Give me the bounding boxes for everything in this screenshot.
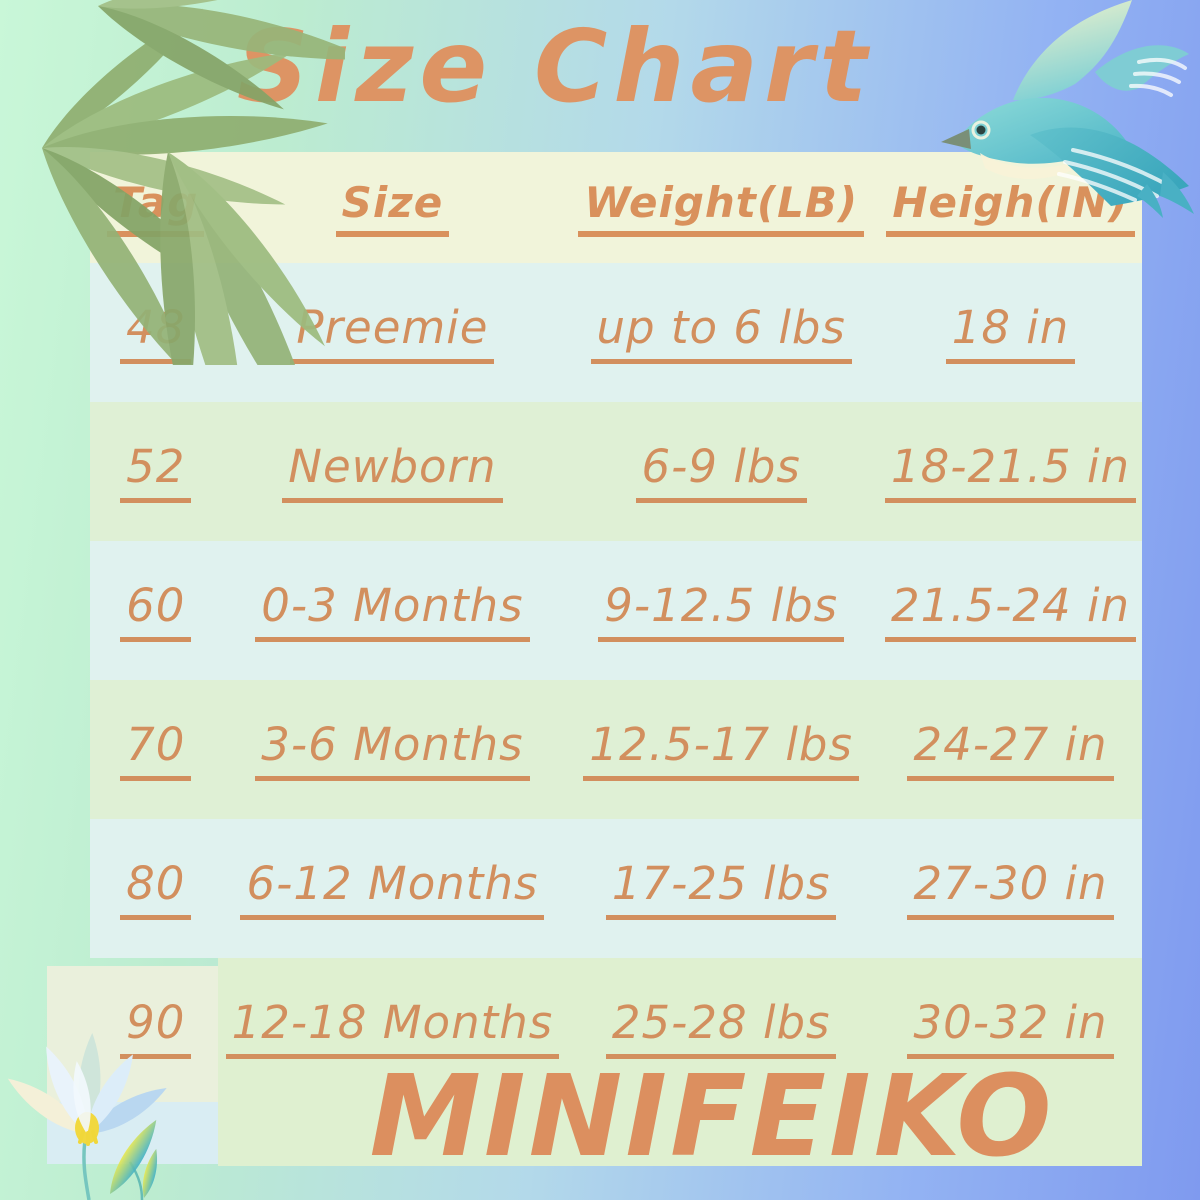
- cell-height: 21.5-24 in: [884, 579, 1136, 642]
- cell-height: 24-27 in: [907, 718, 1114, 781]
- cell-weight: 6-9 lbs: [635, 440, 807, 503]
- cell-tag: 60: [120, 579, 192, 642]
- cell-tag: 52: [120, 440, 192, 503]
- cell-size: Preemie: [290, 301, 495, 364]
- cell-weight: up to 6 lbs: [590, 301, 852, 364]
- header-weight: Weight(LB): [578, 178, 865, 237]
- table-row: 90 12-18 Months 25-28 lbs 30-32 in: [90, 958, 1142, 1097]
- page-title: Size Chart: [236, 8, 874, 125]
- cell-height: 18-21.5 in: [884, 440, 1136, 503]
- header-size: Size: [335, 178, 450, 237]
- cell-weight: 12.5-17 lbs: [583, 718, 859, 781]
- size-table: Tag Size Weight(LB) Heigh(IN) 48 Preemie…: [90, 152, 1142, 1097]
- table-row: 70 3-6 Months 12.5-17 lbs 24-27 in: [90, 680, 1142, 819]
- cell-size: 6-12 Months: [240, 857, 545, 920]
- cell-tag: 90: [120, 996, 192, 1059]
- cell-size: 12-18 Months: [225, 996, 560, 1059]
- cell-size: 3-6 Months: [255, 718, 530, 781]
- cell-weight: 17-25 lbs: [605, 857, 837, 920]
- cell-tag: 70: [120, 718, 192, 781]
- table-row: 52 Newborn 6-9 lbs 18-21.5 in: [90, 402, 1142, 541]
- table-row: 80 6-12 Months 17-25 lbs 27-30 in: [90, 819, 1142, 958]
- cell-tag: 80: [120, 857, 192, 920]
- table-row: 60 0-3 Months 9-12.5 lbs 21.5-24 in: [90, 541, 1142, 680]
- table-header-row: Tag Size Weight(LB) Heigh(IN): [90, 152, 1142, 263]
- cell-height: 30-32 in: [907, 996, 1114, 1059]
- cell-tag: 48: [120, 301, 192, 364]
- cell-weight: 9-12.5 lbs: [598, 579, 845, 642]
- last-row-band: [218, 956, 1142, 1166]
- cell-weight: 25-28 lbs: [605, 996, 837, 1059]
- last-row-left-blue-band: [47, 1102, 218, 1164]
- header-tag: Tag: [107, 178, 205, 237]
- header-height: Heigh(IN): [886, 178, 1135, 237]
- brand-logo-text: MINIFEIKO: [369, 1052, 1055, 1182]
- table-row: 48 Preemie up to 6 lbs 18 in: [90, 263, 1142, 402]
- cell-height: 27-30 in: [907, 857, 1114, 920]
- cell-size: Newborn: [282, 440, 503, 503]
- cell-height: 18 in: [945, 301, 1076, 364]
- cell-size: 0-3 Months: [255, 579, 530, 642]
